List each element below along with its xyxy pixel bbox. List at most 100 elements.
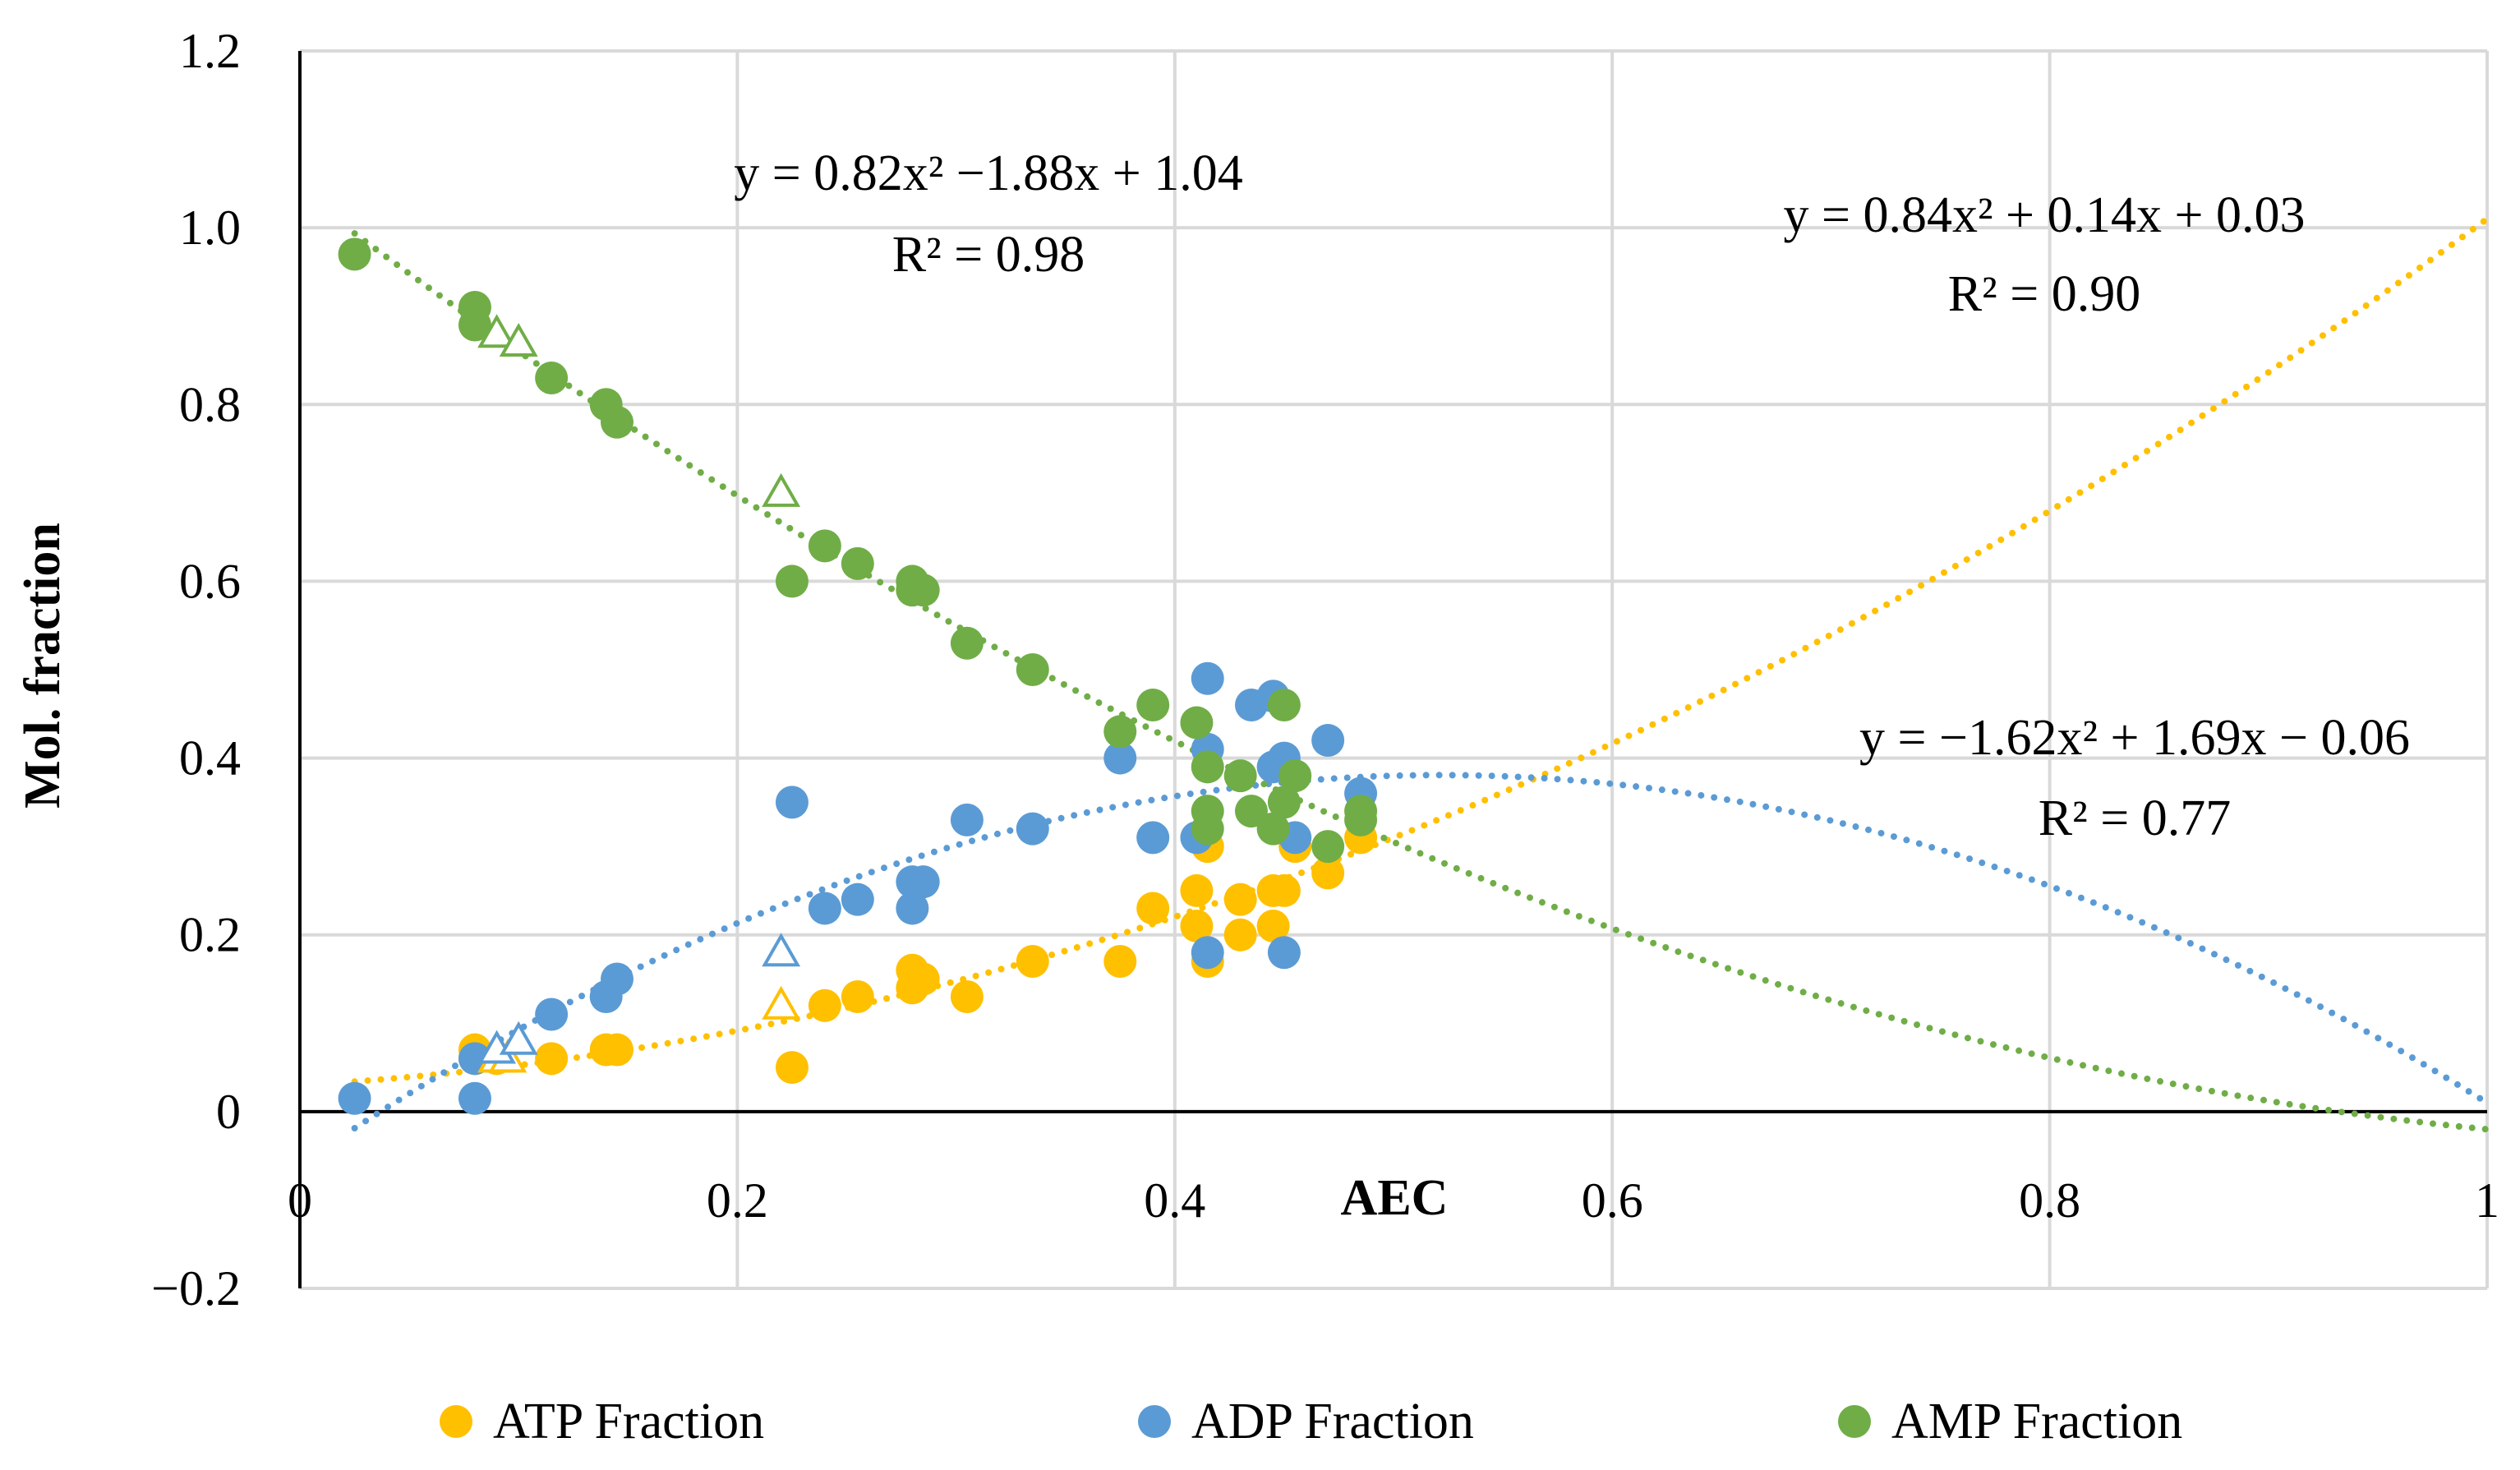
atp-fraction-point [1016, 944, 1049, 978]
amp-fraction-point [950, 626, 984, 660]
atp-fraction-point [1136, 892, 1170, 925]
adp-fraction-point [535, 998, 569, 1031]
atp-fraction-point [1180, 909, 1214, 942]
amp-fraction-point [775, 564, 809, 598]
atp-fraction-point [600, 1033, 633, 1067]
amp-fraction-point [458, 308, 491, 342]
adp-fraction-point [775, 786, 809, 819]
amp-fraction-point [1136, 689, 1170, 722]
amp-fraction-point [1344, 795, 1378, 828]
atp-fraction-point [1267, 873, 1301, 907]
adp-fraction-point [906, 865, 940, 899]
axes: −0.2 0 0.2 0.4 0.6 0.8 1.0 1.2 0 0.2 0.4 0.6 0.8 1 [151, 24, 2499, 1316]
amp-fraction-legend-marker [1838, 1405, 1871, 1438]
adp-trend-equation: y = −1.62x² + 1.69x − 0.06 [1859, 710, 2410, 766]
amp-trend-equation: y = 0.82x² −1.88x + 1.04 [734, 145, 1243, 201]
x-tick-label: 0 [288, 1173, 312, 1228]
y-tick-label: −0.2 [151, 1261, 241, 1316]
adp-fraction-point [338, 1081, 371, 1115]
amp-fraction-triangle-point [499, 322, 538, 357]
x-tick-label: 0.6 [1582, 1173, 1643, 1228]
x-axis-title: AEC [1341, 1170, 1449, 1226]
adp-fraction-point [896, 892, 929, 925]
adp-fraction-point [1191, 936, 1224, 970]
amp-fraction-point [1256, 812, 1290, 846]
x-tick-label: 0.2 [707, 1173, 768, 1228]
amp-fraction-point [1267, 689, 1301, 722]
amp-fraction-legend-label: AMP Fraction [1891, 1394, 2182, 1449]
adp-fraction-legend-label: ADP Fraction [1191, 1394, 1474, 1449]
atp-fraction-triangle-point [762, 985, 801, 1020]
atp-fraction-point [950, 980, 984, 1014]
amp-fraction-point [1191, 750, 1224, 784]
amp-fraction-triangle-point [762, 472, 801, 507]
y-tick-label: 0.8 [179, 377, 241, 431]
amp-fraction-point [808, 529, 841, 563]
y-tick-label: 1.2 [179, 24, 241, 78]
amp-fraction-point [1016, 653, 1049, 686]
amp-fraction-point [338, 237, 371, 271]
adp-fraction-point [1311, 724, 1345, 758]
adp-fraction-trendline [351, 772, 2490, 1131]
adp-fraction-point [1103, 741, 1137, 775]
atp-fraction-point [1256, 909, 1290, 942]
adp-fraction-point [808, 892, 841, 925]
amp-trend-r2: R² = 0.98 [892, 227, 1085, 283]
x-tick-label: 0.4 [1144, 1173, 1205, 1228]
y-axis-title: Mol. fraction [15, 523, 71, 809]
amp-fraction-point [600, 405, 633, 439]
y-tick-label: 0.4 [179, 731, 241, 786]
data-points [338, 237, 1378, 1115]
atp-fraction-point [1311, 856, 1345, 890]
adp-fraction-point [950, 803, 984, 836]
x-tick-label: 0.8 [2019, 1173, 2080, 1228]
grid-lines [300, 49, 2489, 1290]
atp-trend-equation: y = 0.84x² + 0.14x + 0.03 [1784, 187, 2306, 243]
amp-fraction-point [1191, 812, 1224, 846]
trend-annotations: y = 0.82x² −1.88x + 1.04 R² = 0.98 y = 0… [734, 145, 2410, 846]
adp-trend-r2: R² = 0.77 [2039, 790, 2231, 846]
adp-fraction-triangle-point [762, 933, 801, 967]
atp-fraction-point [841, 980, 874, 1014]
y-tick-label: 1.0 [179, 200, 241, 255]
adp-fraction-point [1191, 661, 1224, 695]
adp-fraction-point [841, 882, 874, 916]
atp-fraction-point [808, 988, 841, 1022]
amp-fraction-point [1278, 759, 1312, 793]
legend: ATP Fraction ADP Fraction AMP Fraction [440, 1394, 2182, 1449]
amp-fraction-point [1103, 715, 1137, 749]
atp-trend-r2: R² = 0.90 [1948, 266, 2140, 322]
amp-fraction-point [1234, 795, 1268, 828]
adp-fraction-point [1136, 821, 1170, 855]
atp-fraction-legend-label: ATP Fraction [493, 1394, 764, 1449]
adp-fraction-point [458, 1081, 491, 1115]
atp-fraction-point [1180, 873, 1214, 907]
atp-fraction-point [535, 1042, 569, 1076]
adp-fraction-triangle-point [499, 1021, 538, 1055]
amp-fraction-point [1311, 830, 1345, 864]
atp-fraction-point [906, 962, 940, 996]
amp-fraction-point [1180, 706, 1214, 740]
y-tick-label: 0 [216, 1085, 241, 1139]
adp-fraction-point [600, 962, 633, 996]
atp-fraction-point [775, 1051, 809, 1085]
atp-fraction-legend-marker [440, 1405, 472, 1438]
atp-fraction-point [1223, 882, 1257, 916]
adp-fraction-point [1267, 936, 1301, 970]
atp-fraction-point [1223, 918, 1257, 952]
adp-fraction-legend-marker [1138, 1405, 1171, 1438]
adp-fraction-point [1016, 812, 1049, 846]
amp-fraction-triangle-point [477, 314, 517, 348]
amp-fraction-point [1223, 759, 1257, 793]
amp-fraction-point [1267, 786, 1301, 819]
y-tick-label: 0.2 [179, 908, 241, 962]
trendlines [351, 215, 2490, 1133]
amp-fraction-point [535, 362, 569, 395]
amp-fraction-point [906, 574, 940, 607]
x-tick-label: 1 [2475, 1173, 2499, 1228]
atp-fraction-point [1103, 944, 1137, 978]
y-tick-label: 0.6 [179, 554, 241, 608]
amp-fraction-point [841, 546, 874, 580]
